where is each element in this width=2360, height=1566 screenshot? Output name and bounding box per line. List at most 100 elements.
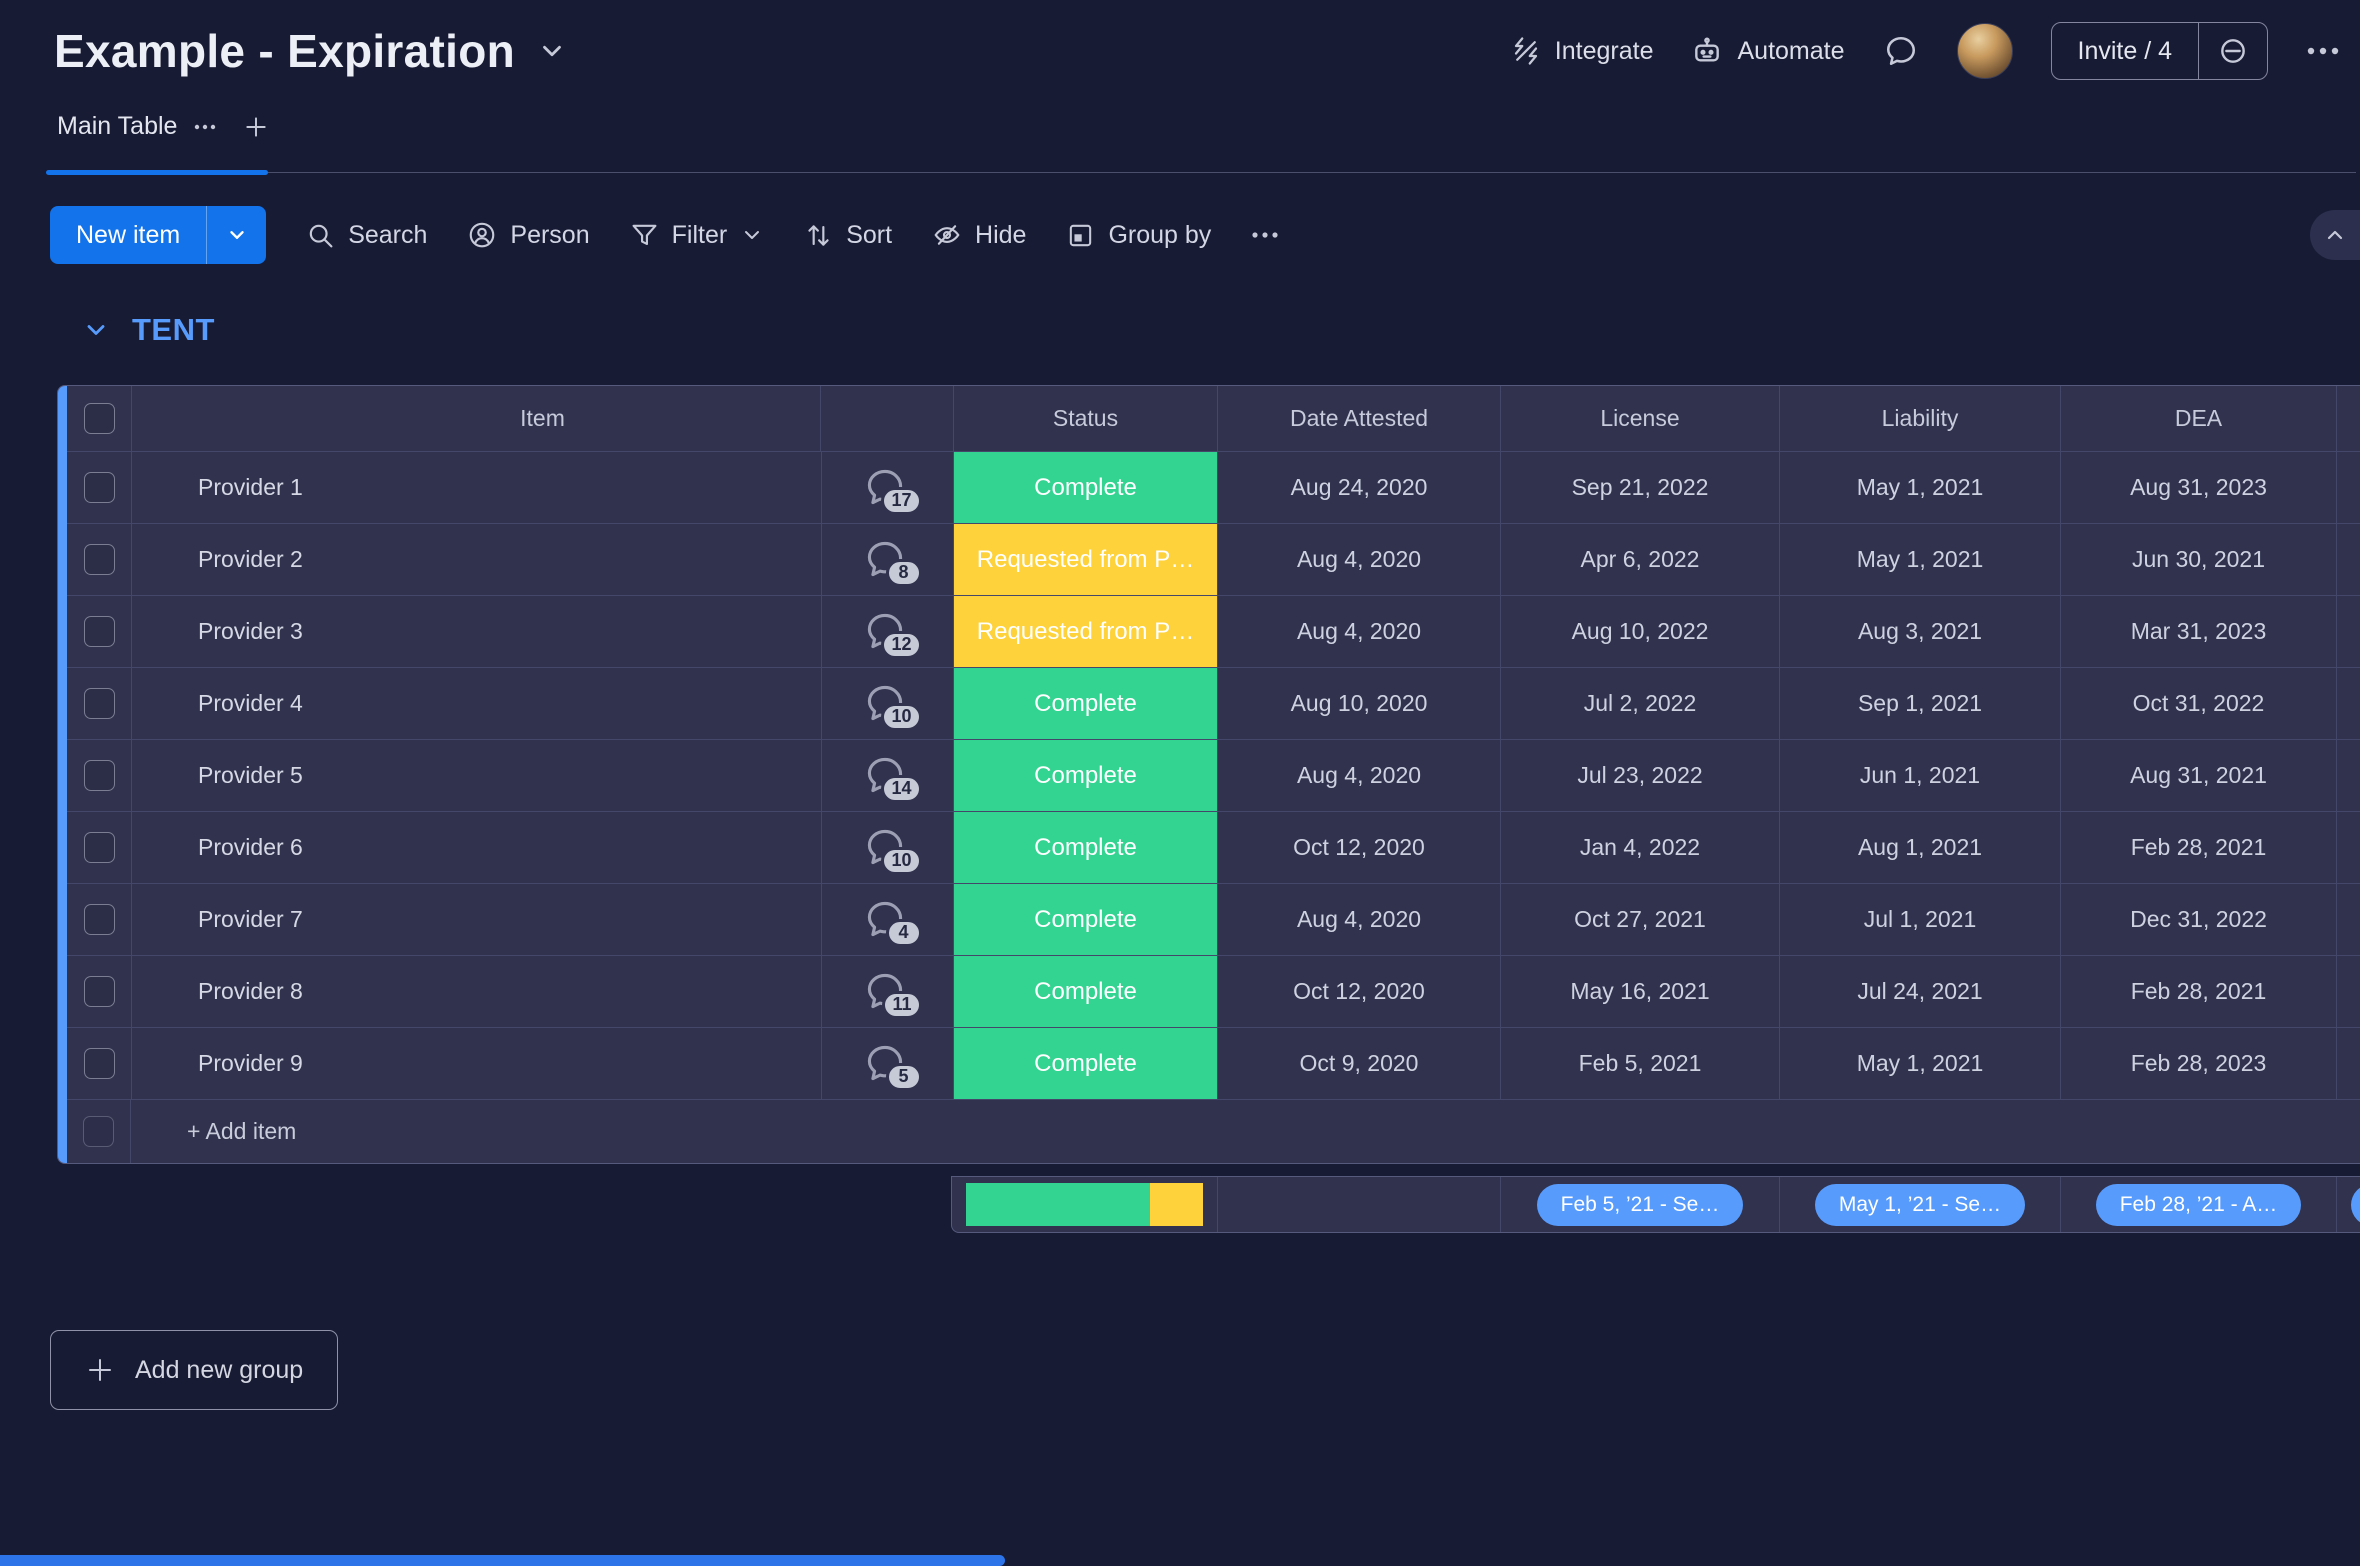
- date-attested-cell[interactable]: Aug 24, 2020: [1217, 452, 1500, 523]
- person-filter-button[interactable]: Person: [467, 220, 590, 250]
- liability-date-cell[interactable]: May 1, 2021: [1779, 452, 2060, 523]
- status-cell[interactable]: Complete: [953, 1028, 1217, 1099]
- dea-date-cell[interactable]: Jun 30, 2021: [2060, 524, 2336, 595]
- column-header-liability[interactable]: Liability: [1779, 386, 2060, 451]
- chat-bubble-button[interactable]: 8: [862, 537, 922, 587]
- dea-date-cell[interactable]: Aug 31, 2021: [2060, 740, 2336, 811]
- liability-date-cell[interactable]: Aug 3, 2021: [1779, 596, 2060, 667]
- new-item-button[interactable]: New item: [50, 206, 207, 264]
- conversation-cell[interactable]: 4: [821, 884, 953, 955]
- invite-button[interactable]: Invite / 4: [2052, 23, 2199, 79]
- status-cell[interactable]: Requested from P…: [953, 524, 1217, 595]
- chat-bubble-button[interactable]: 17: [862, 465, 922, 515]
- status-distribution-cell[interactable]: [952, 1177, 1217, 1232]
- column-header-date-attested[interactable]: Date Attested: [1217, 386, 1500, 451]
- row-checkbox[interactable]: [83, 832, 115, 863]
- chat-bubble-button[interactable]: 10: [862, 825, 922, 875]
- tab-main-table[interactable]: Main Table: [57, 112, 217, 141]
- add-view-button[interactable]: [243, 114, 269, 140]
- license-date-cell[interactable]: Jul 2, 2022: [1500, 668, 1779, 739]
- status-distribution-segment[interactable]: [1150, 1183, 1203, 1226]
- automate-button[interactable]: Automate: [1691, 35, 1845, 67]
- chat-bubble-button[interactable]: 4: [862, 897, 922, 947]
- item-name-cell[interactable]: Provider 1: [131, 452, 821, 523]
- license-range-pill[interactable]: Feb 5, ’21 - Se…: [1536, 1183, 1744, 1226]
- column-header-status[interactable]: Status: [953, 386, 1217, 451]
- date-attested-cell[interactable]: Oct 9, 2020: [1217, 1028, 1500, 1099]
- row-checkbox[interactable]: [83, 544, 115, 575]
- liability-date-cell[interactable]: Aug 1, 2021: [1779, 812, 2060, 883]
- integrate-button[interactable]: Integrate: [1511, 36, 1653, 66]
- chat-bubble-button[interactable]: 5: [862, 1041, 922, 1091]
- status-cell[interactable]: Complete: [953, 812, 1217, 883]
- license-date-cell[interactable]: Jan 4, 2022: [1500, 812, 1779, 883]
- item-name-cell[interactable]: Provider 5: [131, 740, 821, 811]
- liability-date-cell[interactable]: Sep 1, 2021: [1779, 668, 2060, 739]
- tab-options-icon[interactable]: [193, 123, 217, 131]
- conversation-cell[interactable]: 10: [821, 812, 953, 883]
- date-attested-cell[interactable]: Aug 4, 2020: [1217, 740, 1500, 811]
- row-checkbox[interactable]: [83, 760, 115, 791]
- dea-date-cell[interactable]: Feb 28, 2023: [2060, 1028, 2336, 1099]
- conversation-cell[interactable]: 10: [821, 668, 953, 739]
- group-collapse-icon[interactable]: [82, 316, 110, 344]
- status-distribution-segment[interactable]: [966, 1183, 1151, 1226]
- search-button[interactable]: Search: [306, 221, 427, 250]
- row-checkbox[interactable]: [83, 616, 115, 647]
- license-date-cell[interactable]: Feb 5, 2021: [1500, 1028, 1779, 1099]
- column-header-license[interactable]: License: [1500, 386, 1779, 451]
- item-name-cell[interactable]: Provider 9: [131, 1028, 821, 1099]
- conversation-cell[interactable]: 14: [821, 740, 953, 811]
- license-date-cell[interactable]: Aug 10, 2022: [1500, 596, 1779, 667]
- date-attested-cell[interactable]: Oct 12, 2020: [1217, 956, 1500, 1027]
- chevron-down-icon[interactable]: [740, 223, 764, 247]
- status-cell[interactable]: Complete: [953, 740, 1217, 811]
- filter-button[interactable]: Filter: [630, 221, 765, 250]
- group-title[interactable]: TENT: [132, 312, 215, 347]
- add-item-button[interactable]: + Add item: [187, 1118, 297, 1144]
- status-cell[interactable]: Requested from P…: [953, 596, 1217, 667]
- add-item-row[interactable]: + Add item: [67, 1099, 2360, 1163]
- dea-date-cell[interactable]: Oct 31, 2022: [2060, 668, 2336, 739]
- conversation-cell[interactable]: 5: [821, 1028, 953, 1099]
- add-new-group-button[interactable]: Add new group: [50, 1330, 339, 1410]
- row-checkbox[interactable]: [83, 976, 115, 1007]
- dea-date-cell[interactable]: Aug 31, 2023: [2060, 452, 2336, 523]
- row-checkbox[interactable]: [83, 688, 115, 719]
- date-attested-cell[interactable]: Aug 4, 2020: [1217, 884, 1500, 955]
- select-all-checkbox[interactable]: [83, 403, 115, 434]
- dea-date-cell[interactable]: Dec 31, 2022: [2060, 884, 2336, 955]
- date-attested-cell[interactable]: Aug 4, 2020: [1217, 596, 1500, 667]
- license-date-cell[interactable]: Apr 6, 2022: [1500, 524, 1779, 595]
- sort-button[interactable]: Sort: [804, 221, 892, 250]
- column-header-dea[interactable]: DEA: [2060, 386, 2336, 451]
- chat-bubble-button[interactable]: 14: [862, 753, 922, 803]
- liability-date-cell[interactable]: Jul 1, 2021: [1779, 884, 2060, 955]
- date-attested-cell[interactable]: Oct 12, 2020: [1217, 812, 1500, 883]
- row-checkbox[interactable]: [83, 472, 115, 503]
- chat-button[interactable]: [1883, 33, 1919, 69]
- collapse-toolbar-button[interactable]: [2310, 210, 2360, 260]
- item-name-cell[interactable]: Provider 4: [131, 668, 821, 739]
- copy-link-button[interactable]: [2198, 23, 2267, 79]
- liability-date-cell[interactable]: Jun 1, 2021: [1779, 740, 2060, 811]
- dea-date-cell[interactable]: Feb 28, 2021: [2060, 956, 2336, 1027]
- status-cell[interactable]: Complete: [953, 452, 1217, 523]
- chat-bubble-button[interactable]: 12: [862, 609, 922, 659]
- status-cell[interactable]: Complete: [953, 956, 1217, 1027]
- item-name-cell[interactable]: Provider 2: [131, 524, 821, 595]
- dea-range-pill[interactable]: Feb 28, ’21 - A…: [2095, 1183, 2302, 1226]
- license-date-cell[interactable]: Sep 21, 2022: [1500, 452, 1779, 523]
- item-name-cell[interactable]: Provider 8: [131, 956, 821, 1027]
- date-attested-cell[interactable]: Aug 4, 2020: [1217, 524, 1500, 595]
- conversation-cell[interactable]: 11: [821, 956, 953, 1027]
- row-checkbox[interactable]: [83, 904, 115, 935]
- board-menu-button[interactable]: [2306, 45, 2340, 57]
- license-date-cell[interactable]: Oct 27, 2021: [1500, 884, 1779, 955]
- status-distribution-bar[interactable]: [966, 1183, 1203, 1226]
- dea-date-cell[interactable]: Mar 31, 2023: [2060, 596, 2336, 667]
- liability-date-cell[interactable]: Jul 24, 2021: [1779, 956, 2060, 1027]
- status-cell[interactable]: Complete: [953, 884, 1217, 955]
- date-attested-cell[interactable]: Aug 10, 2020: [1217, 668, 1500, 739]
- dea-date-cell[interactable]: Feb 28, 2021: [2060, 812, 2336, 883]
